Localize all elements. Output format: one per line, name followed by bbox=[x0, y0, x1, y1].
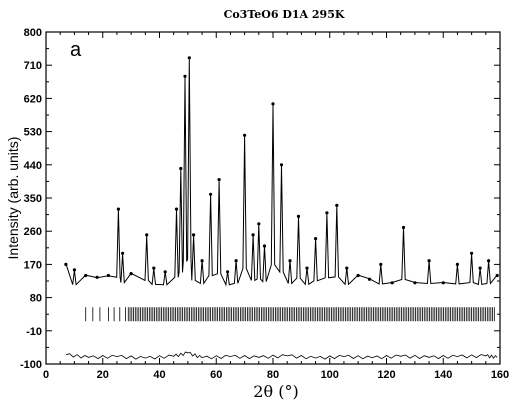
x-tick-label: 80 bbox=[267, 369, 279, 381]
observed-point bbox=[345, 266, 349, 270]
observed-point bbox=[152, 266, 156, 270]
x-tick-label: 0 bbox=[43, 369, 49, 381]
difference-curve bbox=[65, 351, 498, 360]
y-tick-label: 350 bbox=[24, 193, 42, 205]
observed-point bbox=[487, 259, 491, 263]
observed-point bbox=[441, 281, 445, 285]
observed-point bbox=[288, 259, 292, 263]
observed-point bbox=[226, 270, 230, 274]
observed-point bbox=[262, 244, 267, 248]
y-tick-label: 800 bbox=[24, 27, 42, 39]
y-axis-label: Intensity (arb. units) bbox=[5, 137, 21, 260]
observed-point bbox=[271, 102, 275, 106]
y-tick-label: 620 bbox=[24, 93, 42, 105]
x-axis-label: 2θ (°) bbox=[253, 382, 298, 401]
observed-point bbox=[200, 259, 204, 263]
observed-point bbox=[174, 207, 179, 211]
observed-point bbox=[356, 273, 360, 278]
observed-point bbox=[390, 281, 394, 285]
observed-point bbox=[163, 270, 167, 274]
observed-point bbox=[95, 275, 99, 279]
observed-point bbox=[279, 163, 284, 167]
y-axis: -100 -10 80 170 260 350 440 530 620 710 800 bbox=[20, 27, 500, 371]
observed-point bbox=[455, 262, 459, 266]
observed-point bbox=[192, 233, 196, 237]
plot-area bbox=[64, 56, 499, 360]
observed-point bbox=[427, 259, 431, 263]
x-tick-label: 100 bbox=[321, 369, 339, 381]
x-tick-label: 140 bbox=[434, 369, 452, 381]
observed-point bbox=[121, 251, 125, 255]
observed-point bbox=[401, 225, 406, 230]
observed-point bbox=[64, 262, 68, 266]
observed-point bbox=[305, 266, 309, 270]
x-tick-label: 160 bbox=[491, 369, 509, 381]
calculated-profile-line bbox=[65, 59, 498, 287]
observed-point bbox=[314, 237, 318, 241]
observed-point bbox=[367, 277, 372, 281]
observed-point bbox=[251, 233, 255, 237]
y-tick-label: 530 bbox=[24, 127, 42, 139]
observed-point bbox=[243, 133, 247, 137]
observed-point bbox=[106, 273, 110, 278]
observed-point bbox=[478, 266, 482, 270]
observed-point bbox=[470, 251, 474, 255]
observed-point bbox=[296, 214, 301, 218]
observed-point bbox=[72, 268, 76, 272]
observed-point bbox=[187, 56, 191, 60]
observed-point bbox=[129, 272, 133, 276]
observed-point bbox=[379, 262, 383, 266]
x-tick-label: 60 bbox=[210, 369, 222, 381]
observed-point bbox=[217, 178, 221, 182]
observed-point bbox=[495, 273, 499, 278]
y-tick-label: 710 bbox=[24, 60, 42, 72]
y-tick-label: -10 bbox=[26, 326, 42, 338]
x-tick-label: 120 bbox=[377, 369, 395, 381]
observed-point bbox=[335, 203, 339, 207]
chart-title: Co3TeO6 D1A 295K bbox=[224, 8, 345, 21]
observed-point bbox=[179, 166, 183, 171]
x-tick-label: 40 bbox=[153, 369, 165, 381]
observed-point bbox=[145, 233, 149, 237]
observed-point bbox=[234, 259, 238, 263]
x-tick-label: 20 bbox=[97, 369, 109, 381]
y-tick-label: 260 bbox=[24, 226, 42, 238]
y-tick-label: 80 bbox=[30, 293, 42, 305]
observed-point bbox=[257, 222, 261, 226]
y-tick-label: -100 bbox=[20, 359, 42, 371]
observed-point bbox=[84, 273, 88, 278]
observed-point bbox=[413, 281, 417, 285]
observed-point bbox=[116, 207, 120, 211]
observed-point bbox=[325, 211, 329, 215]
x-axis: 0 20 40 60 80 100 120 140 160 bbox=[43, 32, 509, 381]
observed-point bbox=[209, 192, 213, 196]
observed-point bbox=[183, 74, 187, 78]
y-tick-label: 170 bbox=[24, 259, 42, 271]
panel-label: a bbox=[70, 39, 82, 61]
y-tick-label: 440 bbox=[24, 160, 42, 172]
